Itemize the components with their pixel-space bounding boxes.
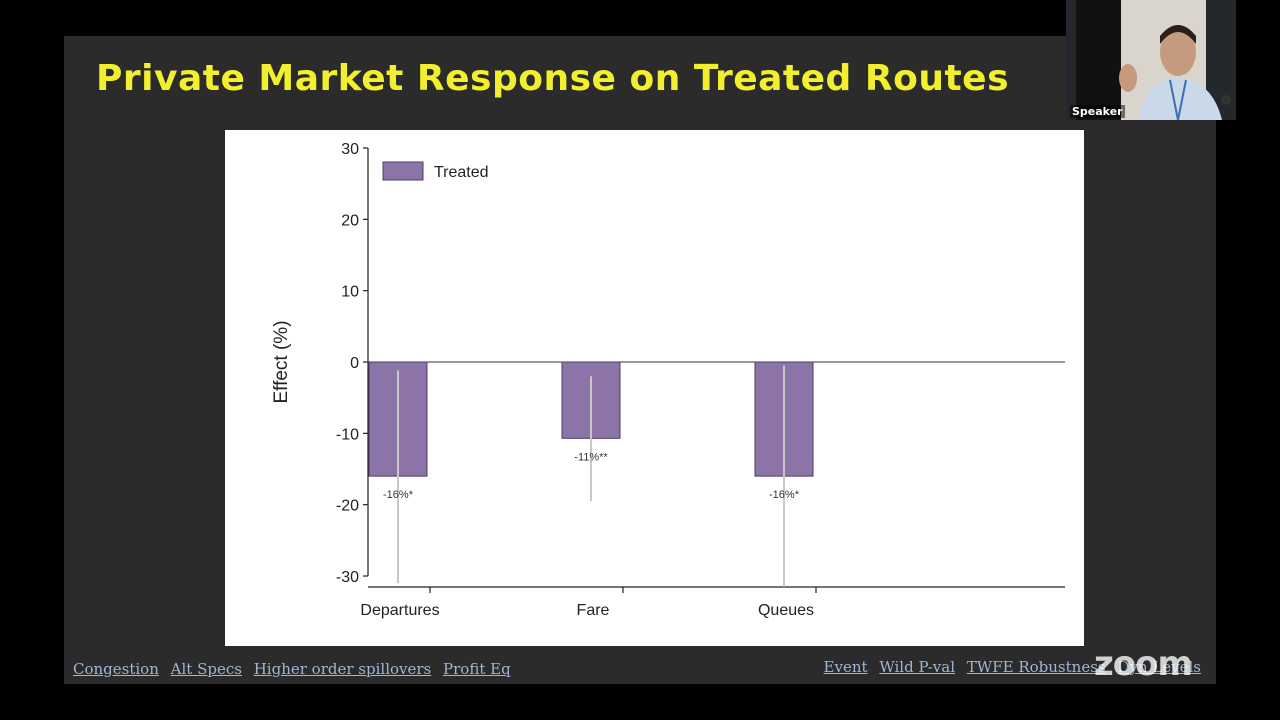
bar-chart: 30 20 10 0 -10 -20 -30 Effect (%) -16%* Departure…: [271, 141, 1065, 619]
y-tick-label: 10: [341, 284, 359, 301]
x-tick-label: Queues: [758, 602, 814, 619]
nav-link-wild-p-val[interactable]: Wild P-val: [879, 658, 956, 676]
nav-links-right: Event Wild P-val TWFE Robustness Dyn Lev…: [824, 658, 1208, 676]
nav-link-higher-order-spillovers[interactable]: Higher order spillovers: [253, 660, 432, 678]
x-tick-label: Departures: [360, 602, 439, 619]
chart-panel: 30 20 10 0 -10 -20 -30 Effect (%) -16%* Departure…: [225, 130, 1084, 646]
y-tick-label: 0: [350, 355, 359, 372]
bar-value-label: -16%*: [769, 489, 800, 501]
nav-link-event[interactable]: Event: [823, 658, 868, 676]
nav-link-dyn-levels[interactable]: Dyn Levels: [1117, 658, 1201, 676]
y-tick-label: 20: [341, 212, 359, 229]
y-tick-label: 30: [341, 141, 359, 158]
y-tick-label: -20: [336, 498, 359, 515]
y-axis-label: Effect (%): [271, 320, 292, 403]
speaker-video-icon: [1066, 0, 1236, 120]
legend-label: Treated: [434, 164, 489, 181]
nav-link-twfe-robustness[interactable]: TWFE Robustness: [966, 658, 1106, 676]
y-tick-label: -30: [336, 569, 359, 586]
slide-title: Private Market Response on Treated Route…: [96, 58, 1009, 99]
nav-link-profit-eq[interactable]: Profit Eq: [443, 660, 511, 678]
nav-links-left: Congestion Alt Specs Higher order spillo…: [73, 660, 518, 678]
bar-value-label: -16%*: [383, 489, 414, 501]
bar-value-label: -11%**: [574, 451, 608, 463]
legend-swatch: [382, 161, 424, 181]
speaker-label: Speaker: [1070, 105, 1125, 118]
slide: Private Market Response on Treated Route…: [64, 36, 1216, 684]
speaker-video-tile[interactable]: Speaker: [1066, 0, 1236, 120]
zoom-logo: zoom: [1094, 644, 1193, 684]
y-tick-label: -10: [336, 426, 359, 443]
nav-link-alt-specs[interactable]: Alt Specs: [170, 660, 242, 678]
nav-link-congestion[interactable]: Congestion: [73, 660, 159, 678]
x-tick-label: Fare: [577, 602, 610, 619]
